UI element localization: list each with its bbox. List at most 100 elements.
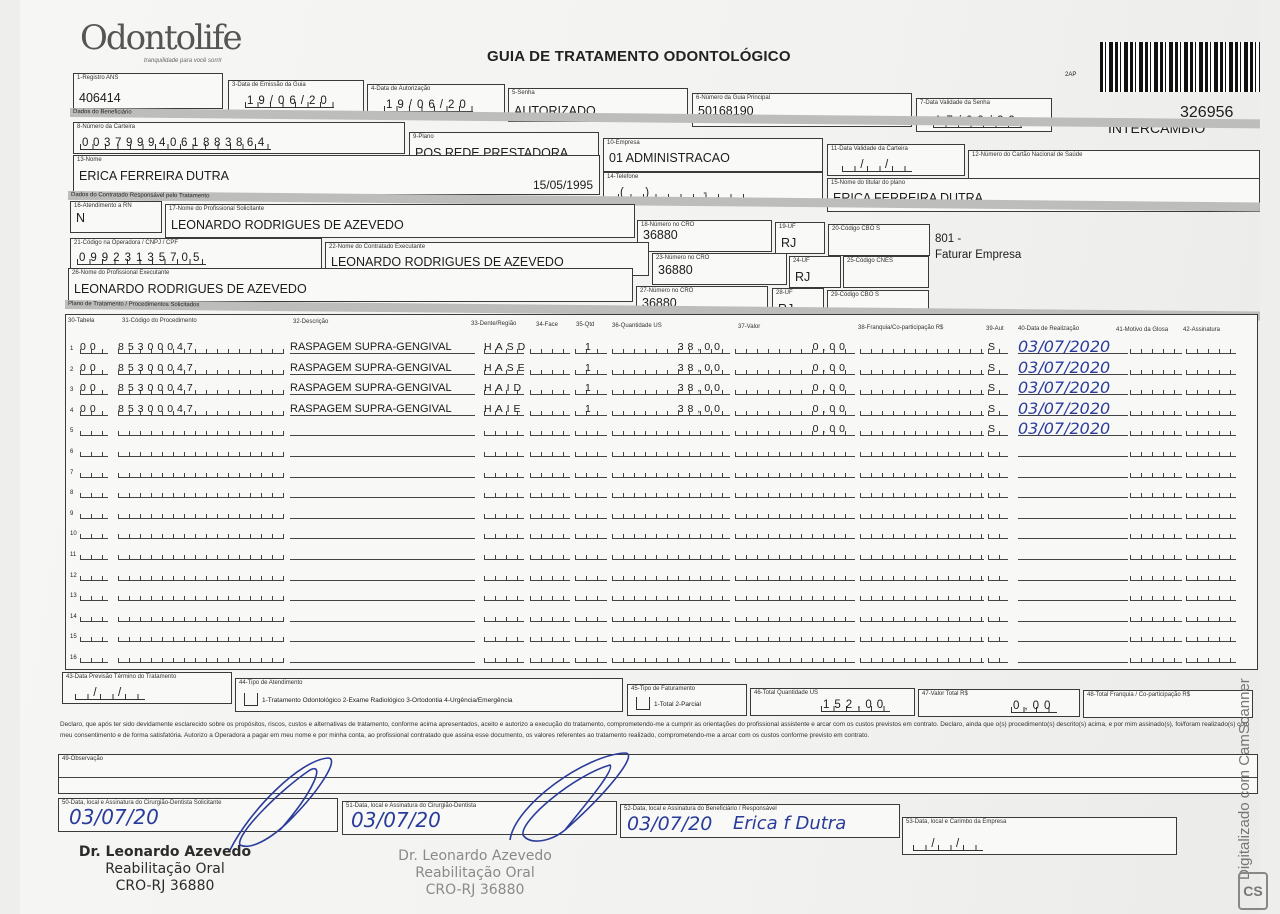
cell-code[interactable] bbox=[118, 463, 284, 478]
cell-valor[interactable] bbox=[735, 566, 855, 581]
cell-glosa[interactable] bbox=[1130, 525, 1182, 540]
cell-glosa[interactable] bbox=[1130, 649, 1182, 663]
cell-tabela[interactable] bbox=[80, 525, 108, 540]
checkbox-tipo-faturamento[interactable] bbox=[636, 697, 650, 710]
cell-desc[interactable] bbox=[290, 464, 475, 478]
cell-code[interactable]: 85300047 bbox=[118, 401, 284, 416]
cell-qtd[interactable] bbox=[575, 587, 607, 602]
cell-code[interactable] bbox=[118, 587, 284, 602]
cell-face[interactable] bbox=[530, 463, 570, 478]
cell-us[interactable] bbox=[612, 587, 730, 602]
cell-dente[interactable] bbox=[484, 628, 524, 643]
cell-aut[interactable] bbox=[988, 628, 1008, 643]
cell-date[interactable] bbox=[1018, 464, 1128, 478]
field-assinatura-dentista[interactable]: 51-Data, local e Assinatura do Cirurgião… bbox=[342, 801, 617, 835]
cell-desc[interactable]: RASPAGEM SUPRA-GENGIVAL bbox=[290, 381, 475, 396]
cell-valor[interactable] bbox=[735, 525, 855, 540]
cell-glosa[interactable] bbox=[1130, 360, 1182, 375]
cell-aut[interactable]: S bbox=[988, 360, 1008, 375]
field-uf-solicitante[interactable]: 19-UF RJ bbox=[775, 222, 825, 254]
cell-qtd[interactable] bbox=[575, 566, 607, 581]
cell-face[interactable] bbox=[530, 546, 570, 560]
cell-face[interactable] bbox=[530, 443, 570, 457]
cell-qtd[interactable]: 1 bbox=[575, 381, 607, 396]
cell-franquia[interactable] bbox=[860, 360, 984, 375]
cell-date[interactable] bbox=[1018, 546, 1128, 560]
cell-desc[interactable] bbox=[290, 484, 475, 499]
cell-tabela[interactable]: 00 bbox=[80, 381, 108, 396]
cell-us[interactable] bbox=[612, 443, 730, 457]
cell-dente[interactable]: HAIE bbox=[484, 401, 525, 416]
cell-tabela[interactable]: 00 bbox=[80, 401, 108, 416]
cell-franquia[interactable] bbox=[860, 401, 984, 416]
cell-tabela[interactable] bbox=[80, 546, 108, 560]
cell-dente[interactable] bbox=[484, 566, 524, 581]
cell-glosa[interactable] bbox=[1130, 546, 1182, 560]
cell-qtd[interactable] bbox=[575, 443, 607, 457]
field-assinatura-beneficiario[interactable]: 52-Data, local e Assinatura do Beneficiá… bbox=[620, 804, 900, 838]
cell-franquia[interactable] bbox=[860, 628, 984, 643]
cell-valor[interactable] bbox=[735, 628, 855, 643]
cell-assin[interactable] bbox=[1186, 566, 1236, 581]
cell-glosa[interactable] bbox=[1130, 587, 1182, 602]
field-assinatura-solicitante[interactable]: 50-Data, local e Assinatura do Cirurgião… bbox=[58, 798, 338, 832]
cell-date[interactable] bbox=[1018, 505, 1128, 519]
cell-us[interactable] bbox=[612, 504, 730, 519]
cell-valor[interactable]: 0,00 bbox=[735, 340, 855, 354]
cell-assin[interactable] bbox=[1186, 422, 1236, 437]
cell-date[interactable]: 03/07/2020 bbox=[1018, 339, 1128, 355]
cell-franquia[interactable] bbox=[860, 340, 984, 354]
cell-qtd[interactable] bbox=[575, 484, 607, 499]
cell-qtd[interactable]: 1 bbox=[575, 401, 607, 416]
cell-dente[interactable]: HASD bbox=[484, 340, 530, 354]
cell-us[interactable] bbox=[612, 649, 730, 663]
cell-desc[interactable]: RASPAGEM SUPRA-GENGIVAL bbox=[290, 361, 475, 375]
cell-date[interactable] bbox=[1018, 587, 1128, 602]
cell-us[interactable] bbox=[612, 484, 730, 499]
field-previsao-termino[interactable]: 43-Data Previsão Término do Tratamento /… bbox=[62, 672, 232, 704]
cell-us[interactable] bbox=[612, 463, 730, 478]
cell-glosa[interactable] bbox=[1130, 607, 1182, 622]
field-registro-ans[interactable]: 1-Registro ANS 406414 bbox=[73, 73, 223, 109]
cell-franquia[interactable] bbox=[860, 381, 984, 396]
cell-franquia[interactable] bbox=[860, 649, 984, 663]
cell-desc[interactable] bbox=[290, 567, 475, 581]
cell-code[interactable]: 85300047 bbox=[118, 340, 284, 354]
cell-face[interactable] bbox=[530, 566, 570, 581]
cell-code[interactable] bbox=[118, 628, 284, 643]
cell-tabela[interactable] bbox=[80, 504, 108, 519]
cell-franquia[interactable] bbox=[860, 525, 984, 540]
cell-tabela[interactable] bbox=[80, 628, 108, 643]
cell-qtd[interactable]: 1 bbox=[575, 360, 607, 375]
cell-valor[interactable]: 0,00 bbox=[735, 422, 855, 437]
cell-date[interactable]: 03/07/2020 bbox=[1018, 400, 1128, 416]
field-total-quantidade-us[interactable]: 46-Total Quantidade US 152,00 bbox=[750, 688, 915, 716]
cell-assin[interactable] bbox=[1186, 546, 1236, 560]
cell-desc[interactable]: RASPAGEM SUPRA-GENGIVAL bbox=[290, 402, 475, 416]
field-nome[interactable]: 13-Nome ERICA FERREIRA DUTRA 15/05/1995 bbox=[73, 155, 600, 195]
cell-code[interactable]: 85300047 bbox=[118, 381, 284, 396]
cell-date[interactable] bbox=[1018, 443, 1128, 457]
cell-desc[interactable] bbox=[290, 628, 475, 643]
cell-face[interactable] bbox=[530, 401, 570, 416]
cell-dente[interactable] bbox=[484, 443, 524, 457]
cell-date[interactable] bbox=[1018, 649, 1128, 663]
cell-date[interactable] bbox=[1018, 628, 1128, 643]
cell-assin[interactable] bbox=[1186, 607, 1236, 622]
cell-assin[interactable] bbox=[1186, 587, 1236, 602]
cell-desc[interactable] bbox=[290, 505, 475, 519]
cell-glosa[interactable] bbox=[1130, 484, 1182, 499]
cell-qtd[interactable] bbox=[575, 463, 607, 478]
cell-aut[interactable]: S bbox=[988, 422, 1008, 437]
cell-date[interactable] bbox=[1018, 525, 1128, 540]
cell-valor[interactable] bbox=[735, 546, 855, 560]
field-cnes[interactable]: 25-Código CNES bbox=[843, 256, 929, 288]
cell-dente[interactable] bbox=[484, 422, 524, 437]
cell-desc[interactable] bbox=[290, 546, 475, 560]
cell-code[interactable] bbox=[118, 607, 284, 622]
cell-dente[interactable] bbox=[484, 649, 524, 663]
field-observacao[interactable]: 49-Observação bbox=[58, 754, 1258, 794]
cell-glosa[interactable] bbox=[1130, 340, 1182, 354]
cell-aut[interactable]: S bbox=[988, 340, 1008, 354]
cell-face[interactable] bbox=[530, 607, 570, 622]
